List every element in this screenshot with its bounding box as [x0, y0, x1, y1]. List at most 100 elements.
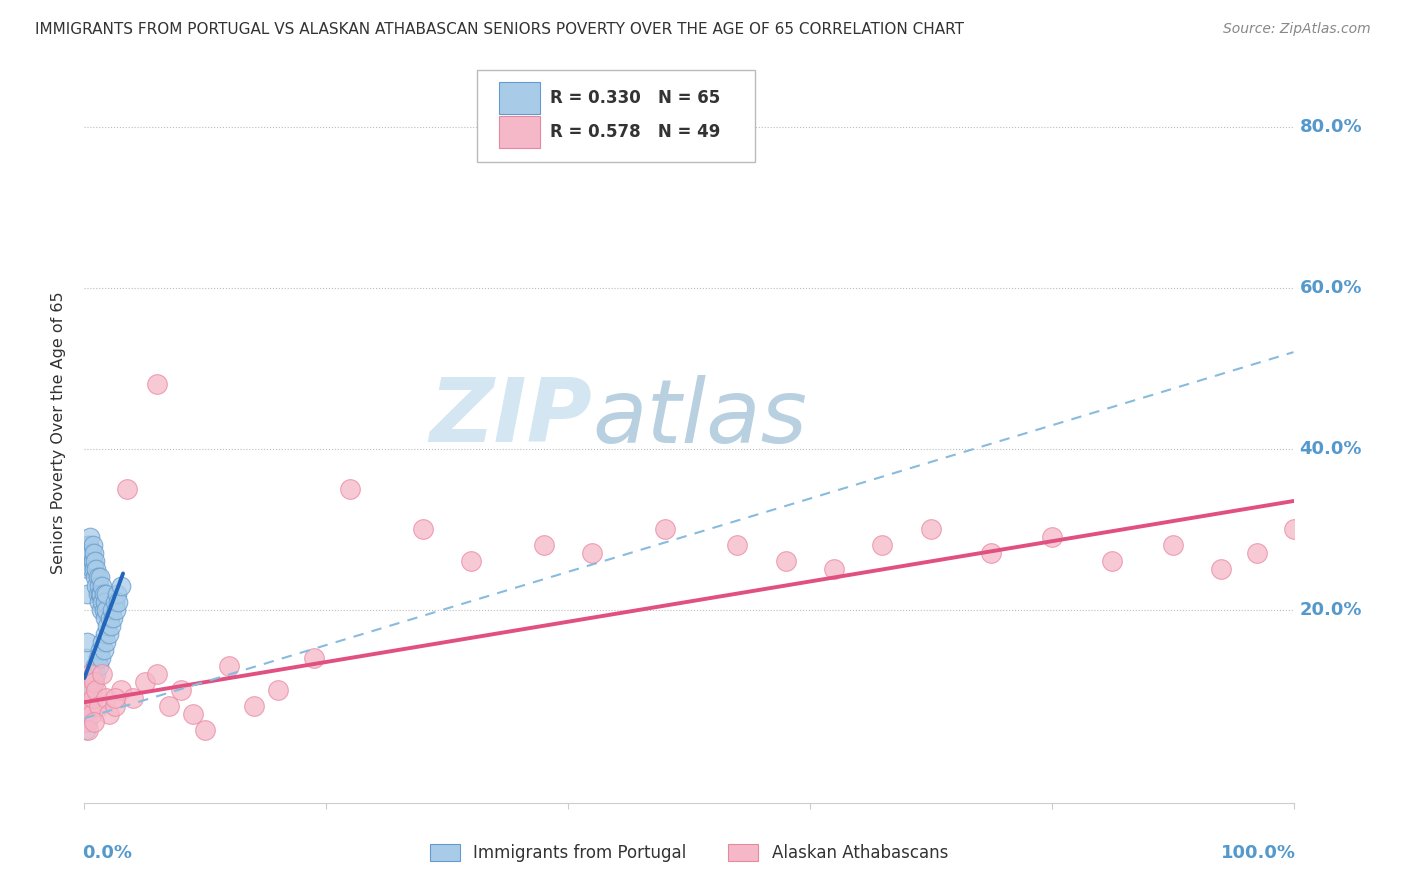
Point	[115, 482, 138, 496]
Point	[83, 546, 105, 560]
Point	[725, 538, 748, 552]
Text: atlas: atlas	[592, 375, 807, 461]
Text: R = 0.330   N = 65: R = 0.330 N = 65	[550, 89, 720, 107]
Point	[86, 586, 108, 600]
Point	[775, 554, 797, 568]
Point	[80, 546, 103, 560]
Point	[91, 667, 114, 681]
Point	[86, 651, 108, 665]
Point	[89, 643, 111, 657]
Point	[77, 554, 100, 568]
Point	[76, 715, 98, 730]
Text: 20.0%: 20.0%	[1299, 600, 1362, 619]
Point	[83, 562, 105, 576]
Point	[121, 691, 143, 706]
Point	[1209, 562, 1232, 576]
Point	[412, 522, 434, 536]
Point	[170, 683, 193, 698]
Point	[94, 602, 117, 616]
Point	[75, 707, 97, 722]
Point	[79, 667, 101, 681]
Point	[1101, 554, 1123, 568]
Point	[84, 570, 107, 584]
Point	[90, 586, 112, 600]
Point	[77, 538, 100, 552]
Point	[581, 546, 603, 560]
Text: 80.0%: 80.0%	[1299, 118, 1362, 136]
Point	[91, 594, 114, 608]
Point	[94, 691, 117, 706]
Point	[82, 691, 104, 706]
Point	[533, 538, 555, 552]
Point	[1161, 538, 1184, 552]
Point	[76, 586, 98, 600]
Point	[75, 699, 97, 714]
Point	[93, 643, 115, 657]
Point	[82, 667, 104, 681]
Point	[91, 635, 114, 649]
Point	[96, 619, 118, 633]
Point	[94, 594, 117, 608]
Point	[242, 699, 264, 714]
Point	[87, 659, 110, 673]
Point	[84, 554, 107, 568]
FancyBboxPatch shape	[478, 70, 755, 162]
Point	[94, 635, 117, 649]
Point	[104, 594, 127, 608]
Point	[77, 538, 100, 552]
Point	[86, 683, 108, 698]
Point	[86, 578, 108, 592]
Point	[76, 699, 98, 714]
Point	[93, 602, 115, 616]
Point	[97, 707, 120, 722]
Point	[97, 627, 120, 641]
Point	[302, 651, 325, 665]
Text: IMMIGRANTS FROM PORTUGAL VS ALASKAN ATHABASCAN SENIORS POVERTY OVER THE AGE OF 6: IMMIGRANTS FROM PORTUGAL VS ALASKAN ATHA…	[35, 22, 965, 37]
Point	[100, 619, 122, 633]
Point	[80, 562, 103, 576]
Point	[104, 602, 127, 616]
Point	[94, 627, 117, 641]
Text: Source: ZipAtlas.com: Source: ZipAtlas.com	[1223, 22, 1371, 37]
Point	[1246, 546, 1268, 560]
Point	[267, 683, 290, 698]
Point	[98, 610, 121, 624]
Point	[91, 578, 114, 592]
Point	[80, 683, 103, 698]
Point	[83, 715, 105, 730]
Point	[77, 683, 100, 698]
Point	[157, 699, 180, 714]
Point	[84, 659, 107, 673]
Point	[90, 602, 112, 616]
Text: ZIP: ZIP	[429, 375, 592, 461]
Point	[77, 699, 100, 714]
Point	[105, 586, 128, 600]
Point	[80, 707, 103, 722]
Point	[77, 723, 100, 738]
Point	[83, 675, 105, 690]
Point	[146, 377, 169, 392]
Point	[1282, 522, 1305, 536]
Point	[218, 659, 240, 673]
Point	[82, 538, 104, 552]
Point	[77, 683, 100, 698]
Text: 40.0%: 40.0%	[1299, 440, 1362, 458]
Point	[872, 538, 894, 552]
Point	[104, 691, 127, 706]
Point	[104, 699, 127, 714]
Point	[134, 675, 156, 690]
Point	[86, 667, 108, 681]
Point	[79, 675, 101, 690]
Point	[90, 651, 112, 665]
Y-axis label: Seniors Poverty Over the Age of 65: Seniors Poverty Over the Age of 65	[51, 292, 66, 574]
Point	[107, 594, 129, 608]
Point	[101, 602, 124, 616]
Point	[79, 530, 101, 544]
Point	[77, 562, 100, 576]
Point	[110, 578, 132, 592]
Point	[86, 562, 108, 576]
Point	[181, 707, 204, 722]
Point	[654, 522, 676, 536]
Point	[980, 546, 1002, 560]
Legend: Immigrants from Portugal, Alaskan Athabascans: Immigrants from Portugal, Alaskan Athaba…	[423, 837, 955, 869]
